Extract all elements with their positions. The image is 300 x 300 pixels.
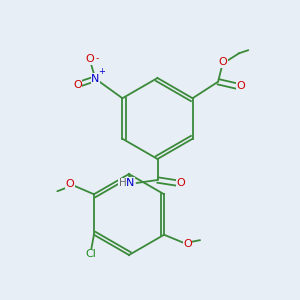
Text: +: + (99, 67, 106, 76)
Text: O: O (218, 57, 227, 67)
Text: O: O (236, 81, 245, 91)
Text: O: O (176, 178, 185, 188)
Text: O: O (73, 80, 82, 90)
Text: Cl: Cl (85, 249, 96, 259)
Text: N: N (126, 178, 134, 188)
Text: N: N (91, 74, 100, 84)
Text: O: O (183, 239, 192, 249)
Text: -: - (96, 54, 99, 63)
Text: O: O (86, 54, 94, 64)
Text: O: O (66, 179, 74, 189)
Text: H: H (118, 178, 126, 188)
